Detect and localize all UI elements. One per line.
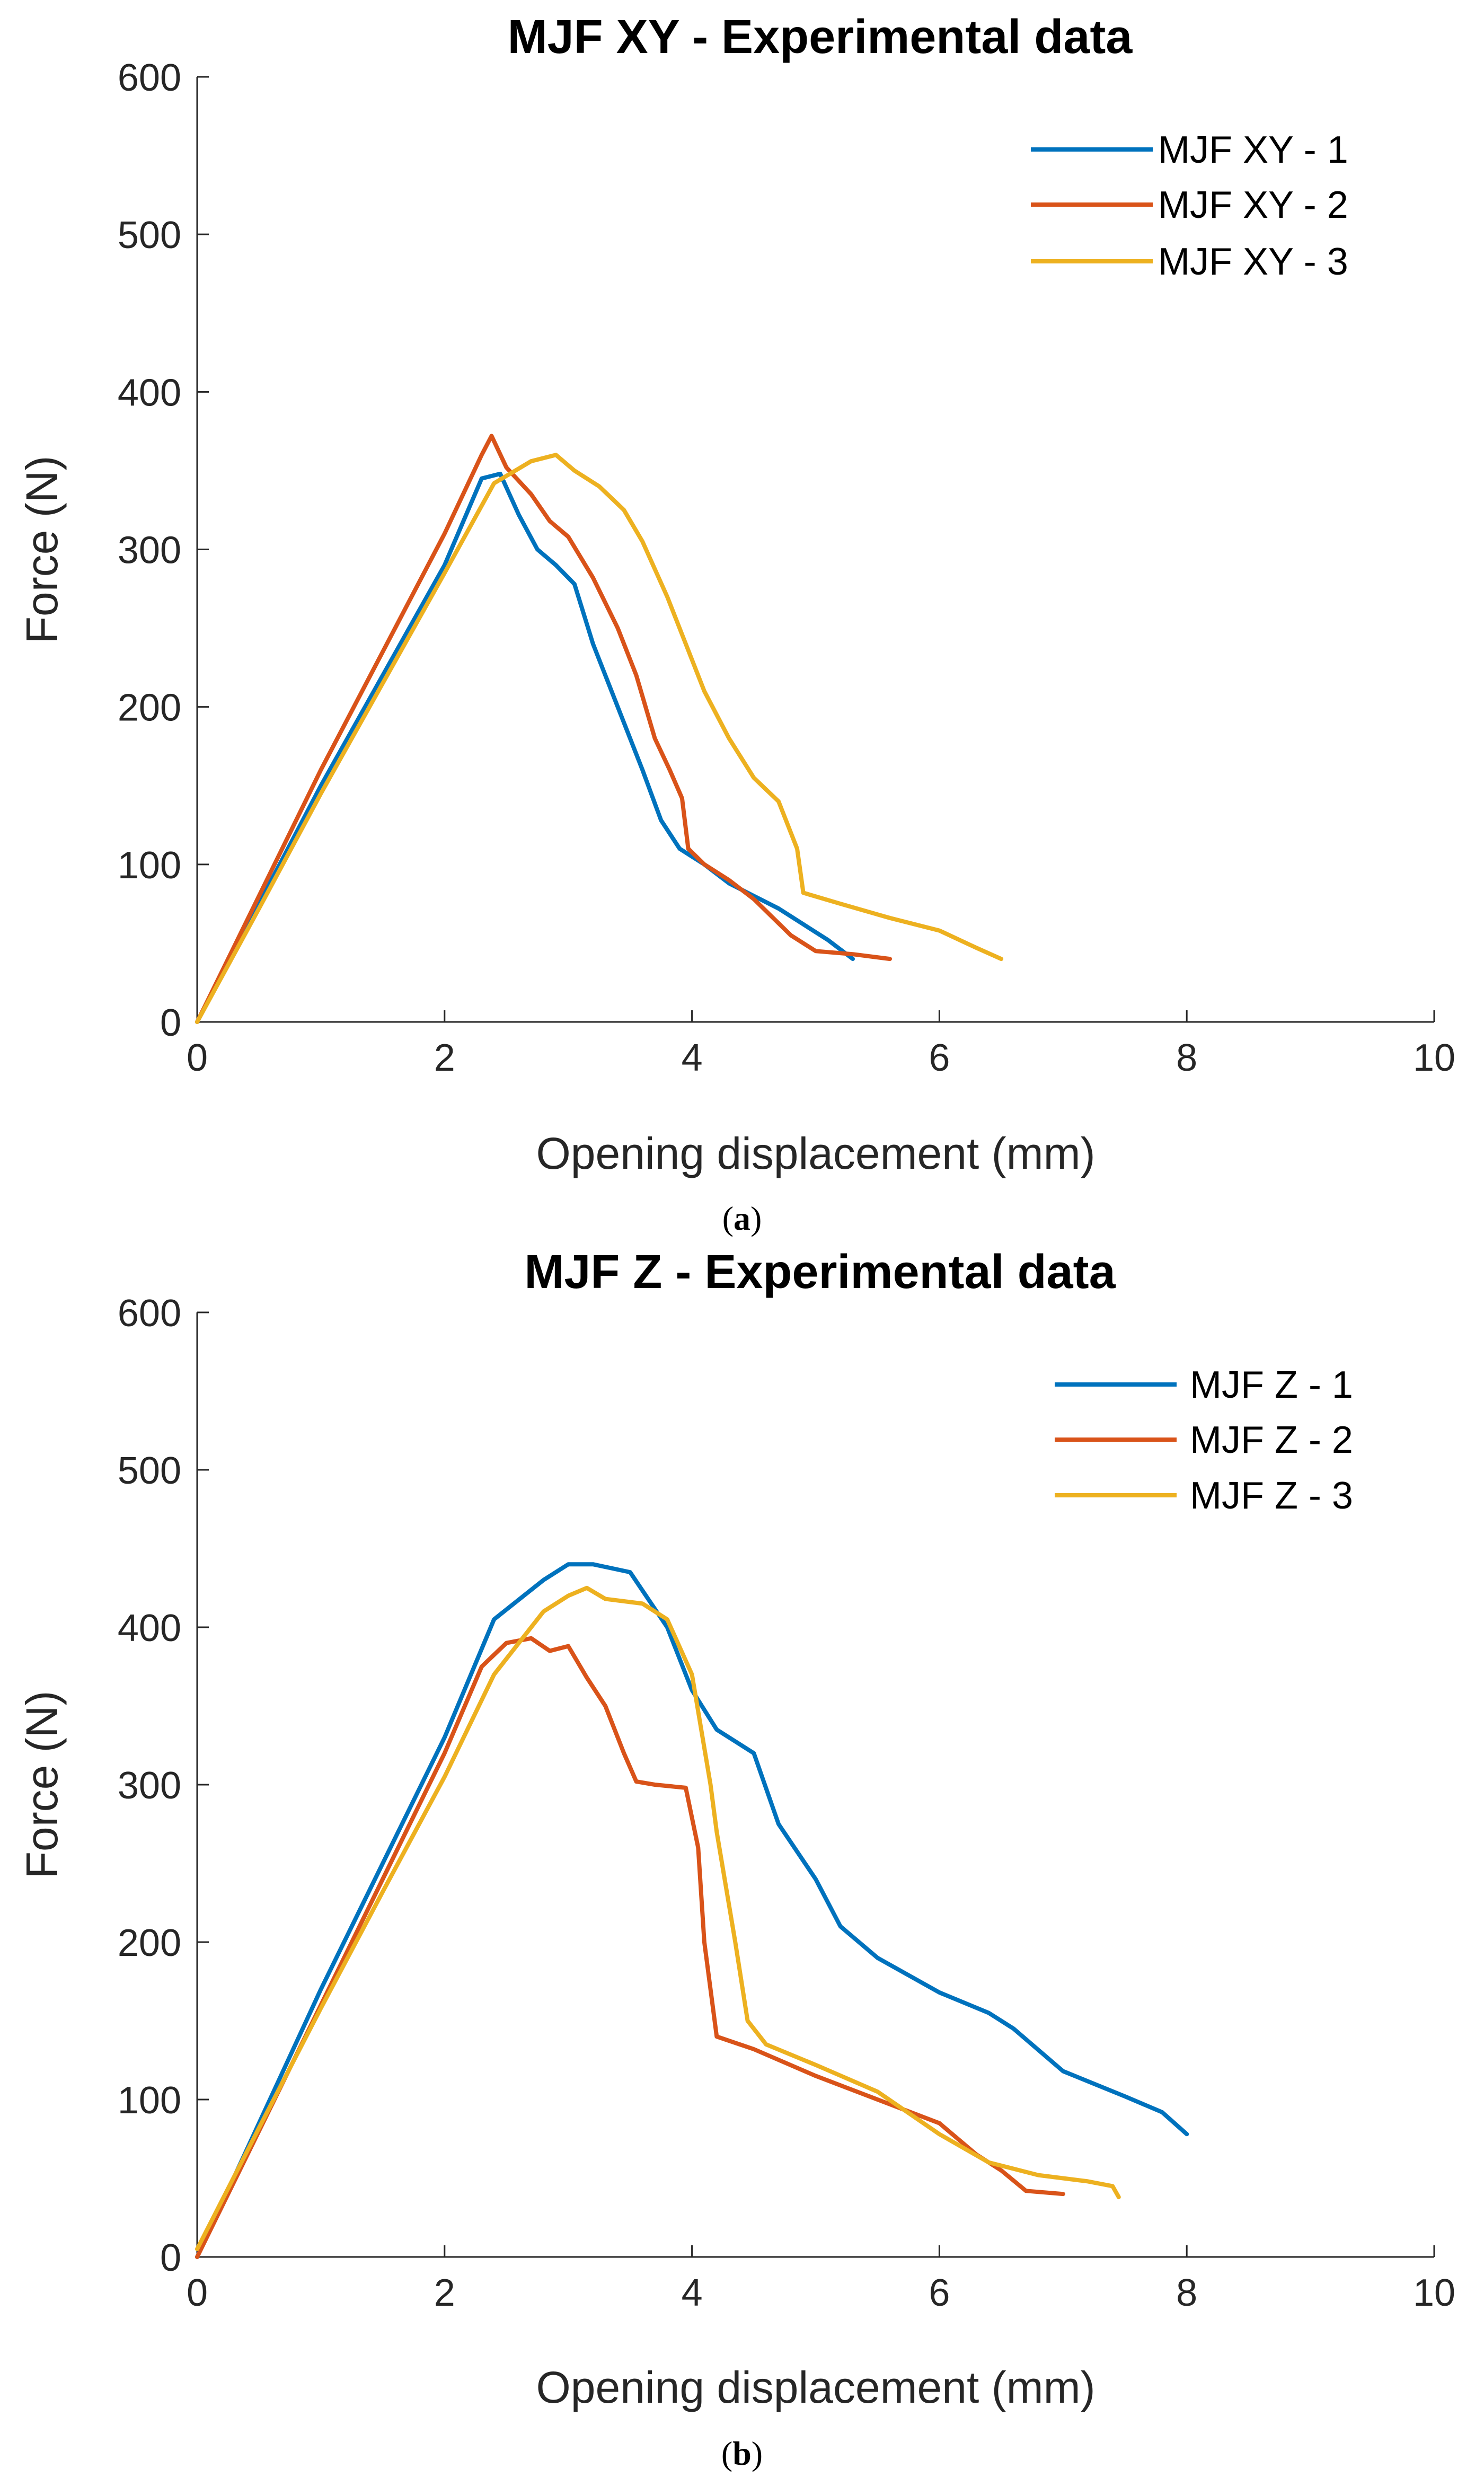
x-tick-label: 10 xyxy=(1413,2272,1455,2314)
legend-label-3: MJF XY - 3 xyxy=(1158,241,1348,283)
y-axis-label: Force (N) xyxy=(17,456,67,644)
x-tick-label: 10 xyxy=(1413,1037,1455,1079)
series-lines xyxy=(195,1562,1189,2259)
series-line-1 xyxy=(195,471,855,1024)
tick-marks xyxy=(196,76,1435,1023)
x-tick-label: 8 xyxy=(1176,1037,1197,1079)
legend: MJF Z - 1 MJF Z - 2 MJF Z - 3 xyxy=(1055,1364,1353,1517)
legend-label-2: MJF XY - 2 xyxy=(1158,184,1348,226)
y-tick-label: 200 xyxy=(118,687,181,729)
x-tick-label: 6 xyxy=(929,2272,950,2314)
series-lines xyxy=(195,434,1004,1024)
y-tick-label: 400 xyxy=(118,372,181,414)
legend-label-2: MJF Z - 2 xyxy=(1190,1419,1353,1461)
y-tick-label: 0 xyxy=(160,2237,181,2279)
y-tick-label: 100 xyxy=(118,844,181,887)
series-line-1 xyxy=(195,1562,1189,2259)
x-tick-label: 0 xyxy=(187,1037,208,1079)
x-tick-label: 6 xyxy=(929,1037,950,1079)
chart-panel-a: MJF XY - Experimental data 0100200300400… xyxy=(17,11,1455,1237)
y-tick-label: 500 xyxy=(118,214,181,257)
y-tick-label: 100 xyxy=(118,2079,181,2122)
y-tick-labels: 0 100 200 300 400 500 600 xyxy=(118,57,181,1044)
x-tick-labels: 0 2 4 6 8 10 xyxy=(187,1037,1455,1079)
y-axis-label: Force (N) xyxy=(17,1691,67,1879)
x-tick-label: 8 xyxy=(1176,2272,1197,2314)
chart-title: MJF XY - Experimental data xyxy=(508,11,1133,64)
y-tick-label: 400 xyxy=(118,1607,181,1650)
x-tick-label: 0 xyxy=(187,2272,208,2314)
y-tick-label: 600 xyxy=(118,57,181,99)
x-tick-label: 2 xyxy=(434,1037,455,1079)
chart-panel-b: MJF Z - Experimental data 01002003004005… xyxy=(17,1246,1455,2472)
y-tick-label: 300 xyxy=(118,1765,181,1807)
legend-label-3: MJF Z - 3 xyxy=(1190,1475,1353,1517)
y-tick-label: 200 xyxy=(118,1922,181,1964)
legend: MJF XY - 1 MJF XY - 2 MJF XY - 3 xyxy=(1031,129,1348,283)
x-tick-label: 4 xyxy=(682,1037,703,1079)
x-tick-label: 4 xyxy=(682,2272,703,2314)
series-line-3 xyxy=(195,1585,1121,2252)
series-line-2 xyxy=(195,434,892,1024)
y-tick-label: 0 xyxy=(160,1002,181,1044)
y-tick-label: 600 xyxy=(118,1292,181,1335)
x-axis-label: Opening displacement (mm) xyxy=(536,1128,1095,1178)
y-tick-label: 300 xyxy=(118,530,181,572)
caption-b: (b) xyxy=(721,2435,763,2472)
x-tick-label: 2 xyxy=(434,2272,455,2314)
caption-a: (a) xyxy=(722,1200,762,1237)
legend-label-1: MJF Z - 1 xyxy=(1190,1364,1353,1406)
y-tick-label: 500 xyxy=(118,1450,181,1492)
chart-title: MJF Z - Experimental data xyxy=(524,1246,1116,1299)
y-tick-labels: 0 100 200 300 400 500 600 xyxy=(118,1292,181,2279)
x-axis-label: Opening displacement (mm) xyxy=(536,2362,1095,2412)
series-line-2 xyxy=(195,1636,1065,2259)
x-tick-labels: 0 2 4 6 8 10 xyxy=(187,2272,1455,2314)
series-line-3 xyxy=(195,453,1004,1024)
legend-label-1: MJF XY - 1 xyxy=(1158,129,1348,171)
